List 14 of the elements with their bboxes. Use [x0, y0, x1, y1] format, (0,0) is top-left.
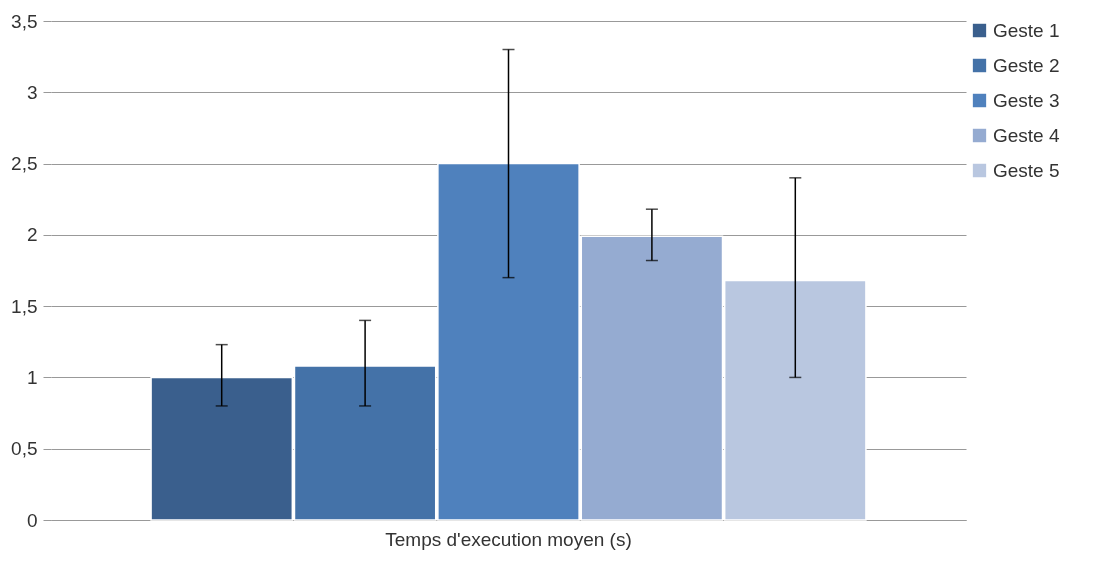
legend-label: Geste 2 — [993, 54, 1060, 76]
y-tick-label: 2,5 — [11, 153, 38, 175]
legend-label: Geste 5 — [993, 159, 1060, 181]
legend-label: Geste 4 — [993, 124, 1060, 146]
y-tick-label: 1,5 — [11, 295, 38, 317]
y-tick-label: 0 — [26, 509, 38, 531]
legend-label: Geste 3 — [993, 89, 1060, 111]
y-tick-label: 2 — [26, 224, 38, 246]
y-tick-label: 1 — [26, 366, 38, 388]
y-tick-label: 0,5 — [11, 438, 38, 460]
x-tick-label: Temps d'execution moyen (s) — [385, 528, 632, 550]
y-tick-label: 3 — [26, 81, 38, 103]
legend-label: Geste 1 — [993, 19, 1060, 41]
y-tick-label: 3,5 — [11, 10, 38, 32]
